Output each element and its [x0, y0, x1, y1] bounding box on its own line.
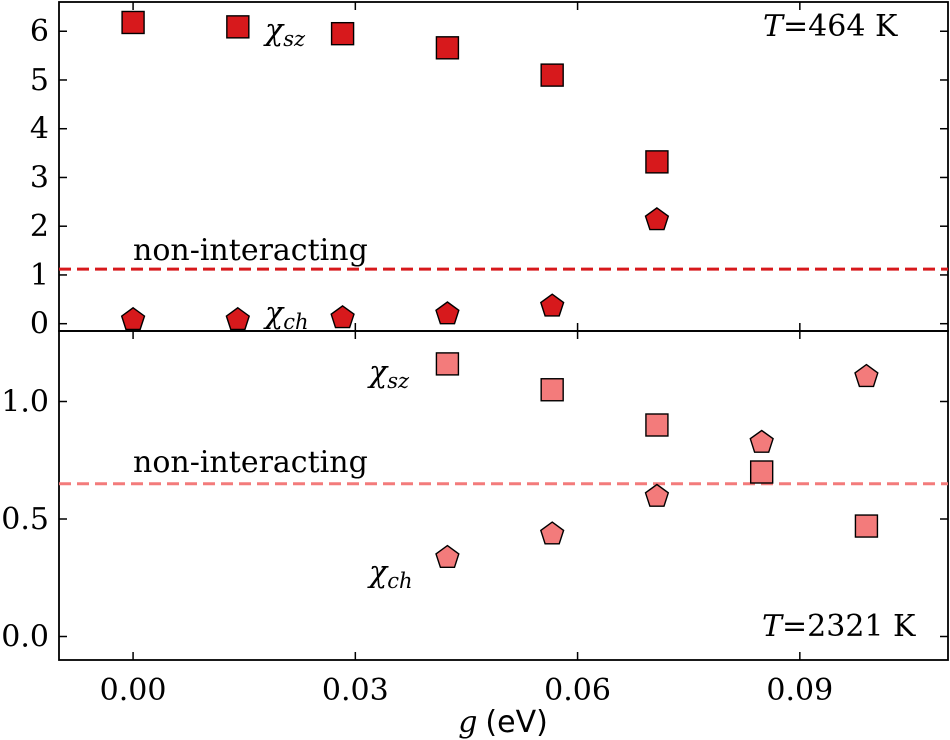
bottom-ytick-label-1: 0.5 — [1, 502, 49, 537]
top-data-markers — [120, 10, 670, 331]
bottom-chi-ch-marker-0 — [435, 544, 460, 568]
top-chi-sz-marker-4 — [540, 63, 564, 87]
top-chi-sz-sub: sz — [283, 27, 306, 51]
bottom-axis-ticks: 0.0 0.5 1.0 0.00 0.03 0.06 0.09 — [1, 331, 948, 708]
bottom-chi-sz-marker-3 — [749, 460, 774, 484]
top-ytick-label-3: 3 — [30, 160, 49, 195]
bottom-chi-ch-marker-1 — [539, 521, 565, 545]
x-axis-symbol: g — [458, 705, 477, 740]
top-chi-ch-label: χch — [263, 296, 308, 334]
bottom-chi-ch-label: χch — [367, 555, 412, 593]
top-axis-ticks: 0 1 2 3 4 5 6 — [30, 2, 948, 342]
top-chi-sz-marker-5 — [645, 150, 669, 174]
top-temp-value: 464 K — [808, 9, 898, 44]
bottom-ytick-label-2: 1.0 — [1, 385, 49, 420]
top-ytick-label-6: 6 — [30, 14, 49, 49]
bottom-chi-ch-marker-2 — [644, 483, 670, 507]
bottom-xtick-label-0: 0.00 — [100, 673, 167, 708]
top-chi-sz-main: χ — [263, 13, 285, 48]
top-panel-frame — [58, 1, 949, 332]
bottom-temp-symbol: T — [762, 609, 784, 644]
bottom-xtick-label-1: 0.03 — [322, 673, 389, 708]
bottom-chi-sz-main: χ — [367, 355, 389, 390]
bottom-chi-sz-label: χsz — [367, 355, 410, 393]
top-ytick-label-1: 1 — [30, 258, 49, 293]
top-chi-sz-marker-3 — [435, 36, 460, 60]
top-temp-eq: = — [783, 9, 808, 44]
top-chi-sz-marker-0 — [121, 10, 145, 35]
top-chi-ch-marker-3 — [435, 301, 460, 325]
top-chi-ch-main: χ — [263, 296, 285, 331]
bottom-chi-ch-main: χ — [367, 555, 389, 590]
top-chi-sz-marker-2 — [330, 21, 355, 46]
top-noninteracting-label: non-interacting — [133, 233, 368, 268]
bottom-data-markers — [435, 352, 879, 568]
top-ytick-label-4: 4 — [30, 112, 49, 147]
bottom-panel-frame — [58, 330, 949, 661]
top-chi-ch-marker-0 — [120, 306, 146, 331]
bottom-chi-ch-marker-4 — [854, 363, 879, 388]
top-ytick-label-5: 5 — [30, 63, 49, 98]
bottom-chi-sz-marker-0 — [435, 352, 460, 376]
bottom-temperature-label: T=2321 K — [762, 609, 916, 644]
top-chi-ch-marker-4 — [539, 293, 565, 317]
bottom-chi-sz-sub: sz — [387, 369, 410, 393]
bottom-temp-eq: = — [782, 609, 807, 644]
top-chi-ch-marker-1 — [225, 306, 251, 331]
bottom-ytick-label-0: 0.0 — [1, 620, 49, 655]
top-chi-sz-label: χsz — [263, 13, 306, 51]
bottom-xtick-label-3: 0.09 — [766, 673, 833, 708]
bottom-chi-ch-marker-3 — [749, 429, 774, 453]
bottom-chi-sz-marker-2 — [645, 413, 669, 437]
bottom-xtick-label-2: 0.06 — [544, 673, 611, 708]
bottom-noninteracting-label: non-interacting — [133, 445, 368, 480]
top-ytick-label-0: 0 — [30, 307, 49, 342]
top-ytick-label-2: 2 — [30, 209, 49, 244]
x-axis-unit: (eV) — [485, 705, 547, 740]
top-chi-ch-marker-5 — [644, 207, 670, 231]
bottom-chi-ch-sub: ch — [387, 569, 412, 593]
x-axis-label: g (eV) — [458, 705, 548, 740]
top-chi-ch-marker-2 — [330, 305, 355, 329]
top-temp-symbol: T — [763, 9, 785, 44]
top-temperature-label: T=464 K — [763, 9, 898, 44]
bottom-temp-value: 2321 K — [807, 609, 916, 644]
bottom-chi-sz-marker-1 — [540, 378, 564, 402]
bottom-chi-sz-marker-4 — [854, 514, 879, 538]
top-chi-ch-sub: ch — [283, 310, 308, 334]
top-chi-sz-marker-1 — [226, 15, 250, 39]
